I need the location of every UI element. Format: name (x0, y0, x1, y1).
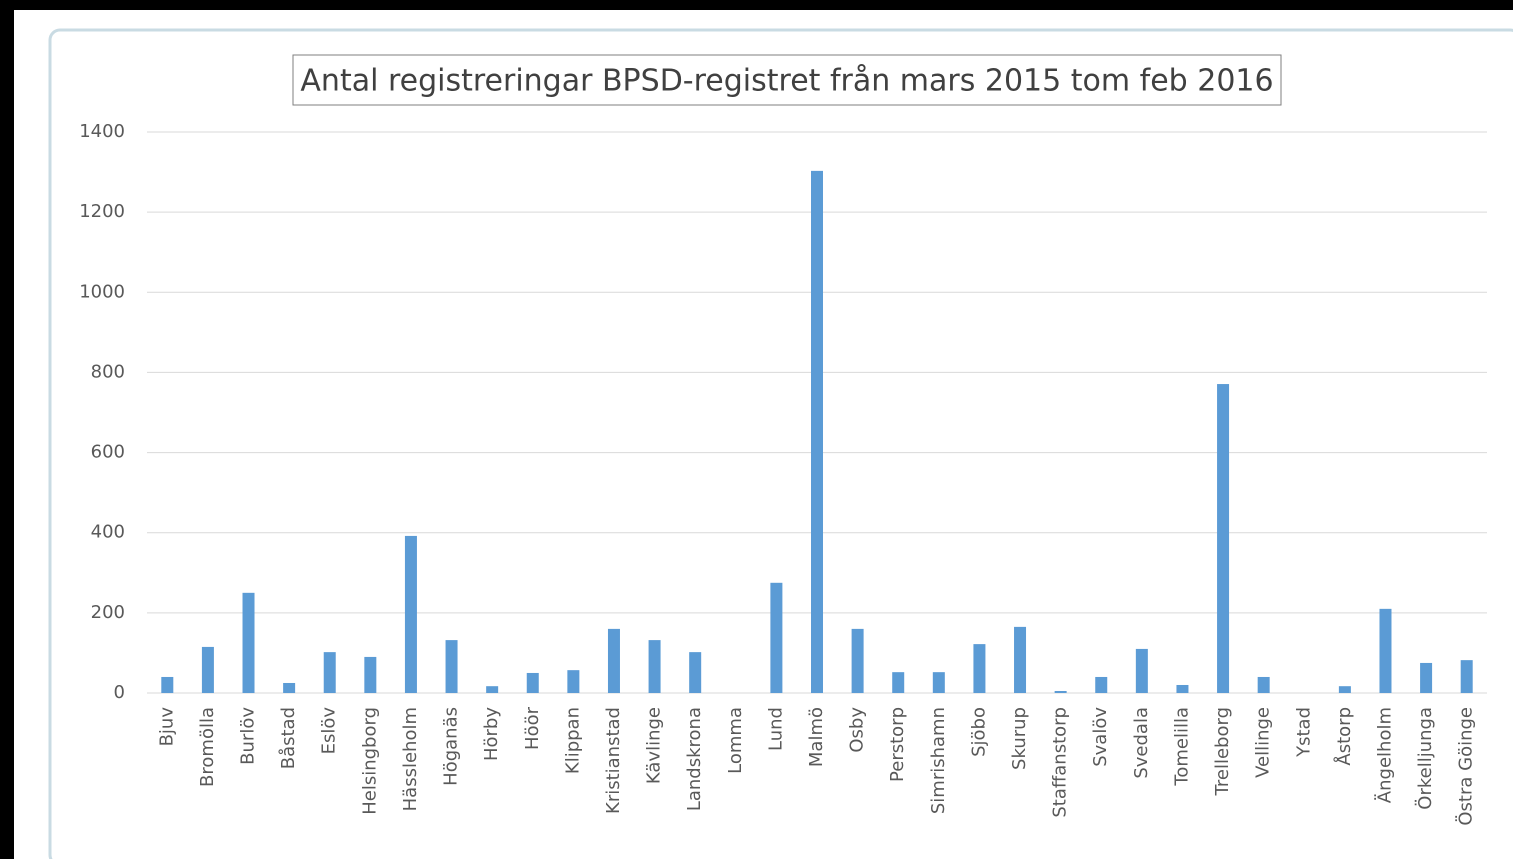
bar (1135, 648, 1148, 693)
title-box (292, 54, 1282, 106)
y-tick-label: 1000 (79, 281, 125, 302)
x-tick-label: Tomelilla (1171, 707, 1192, 787)
x-tick-label: Trelleborg (1212, 707, 1233, 796)
x-tick-label: Höör (522, 706, 543, 750)
bar (445, 640, 458, 693)
x-tick-label: Ystad (1293, 707, 1314, 758)
x-tick-label: Osby (847, 707, 868, 753)
bar (364, 656, 377, 693)
x-tick-label: Hässleholm (400, 707, 421, 811)
x-tick-label: Lund (765, 707, 786, 751)
x-tick-label: Båstad (278, 707, 299, 769)
x-tick-label: Örkelljunga (1414, 707, 1436, 810)
bar (1420, 662, 1433, 693)
x-tick-label: Helsingborg (359, 707, 380, 815)
x-tick-label: Burlöv (238, 707, 259, 765)
bar (323, 652, 336, 693)
y-tick-label: 0 (114, 682, 125, 703)
x-tick-label: Vellinge (1253, 707, 1274, 778)
bar (689, 652, 702, 693)
x-tick-label: Hörby (481, 707, 502, 761)
y-tick-label: 800 (91, 361, 125, 382)
bar (1460, 660, 1473, 693)
x-tick-label: Svalöv (1090, 707, 1111, 767)
x-tick-label: Skurup (1009, 707, 1030, 770)
x-tick-label: Klippan (562, 707, 583, 774)
bar (1217, 384, 1230, 693)
x-tick-label: Eslöv (319, 707, 340, 755)
x-tick-label: Bromölla (197, 707, 218, 787)
y-tick-label: 400 (91, 522, 125, 543)
x-tick-label: Perstorp (887, 707, 908, 782)
x-tick-label: Kristianstad (603, 707, 624, 814)
x-tick-label: Ängelholm (1374, 707, 1395, 803)
x-tick-label: Åstorp (1333, 707, 1355, 766)
bar (1338, 686, 1351, 693)
bar (932, 672, 945, 693)
x-tick-label: Lomma (725, 707, 746, 774)
y-tick-label: 1200 (79, 201, 125, 222)
bar (1014, 626, 1027, 693)
bar (161, 676, 174, 693)
y-tick-label: 1400 (79, 121, 125, 142)
bar (607, 628, 620, 693)
bar (648, 640, 661, 693)
x-tick-label: Simrishamn (928, 707, 949, 814)
x-tick-label: Höganäs (441, 707, 462, 786)
bar (1176, 684, 1189, 693)
bar (851, 628, 864, 693)
bar (567, 670, 580, 693)
y-tick-label: 600 (91, 442, 125, 463)
bar (404, 535, 417, 693)
bar (486, 686, 499, 693)
x-tick-label: Staffanstorp (1050, 707, 1071, 818)
bar (770, 582, 783, 693)
x-tick-label: Svedala (1131, 707, 1152, 779)
x-tick-label: Sjöbo (968, 707, 989, 757)
bar (1379, 608, 1392, 693)
chart-title: Antal registreringar BPSD-registret från… (300, 64, 1273, 99)
bar (242, 592, 255, 693)
bar (892, 672, 905, 693)
x-tick-label: Östra Göinge (1455, 707, 1477, 826)
x-tick-label: Kävlinge (644, 707, 665, 784)
bar (811, 170, 823, 694)
x-tick-label: Bjuv (156, 707, 177, 747)
x-tick-label: Malmö (806, 707, 827, 767)
bar (1054, 690, 1067, 693)
bar (283, 682, 296, 693)
bar (973, 644, 986, 693)
bar (1095, 676, 1108, 693)
x-tick-label: Landskrona (684, 707, 705, 811)
bar (201, 646, 214, 693)
y-tick-label: 200 (91, 602, 125, 623)
bar (1257, 676, 1270, 693)
bar (526, 672, 539, 693)
